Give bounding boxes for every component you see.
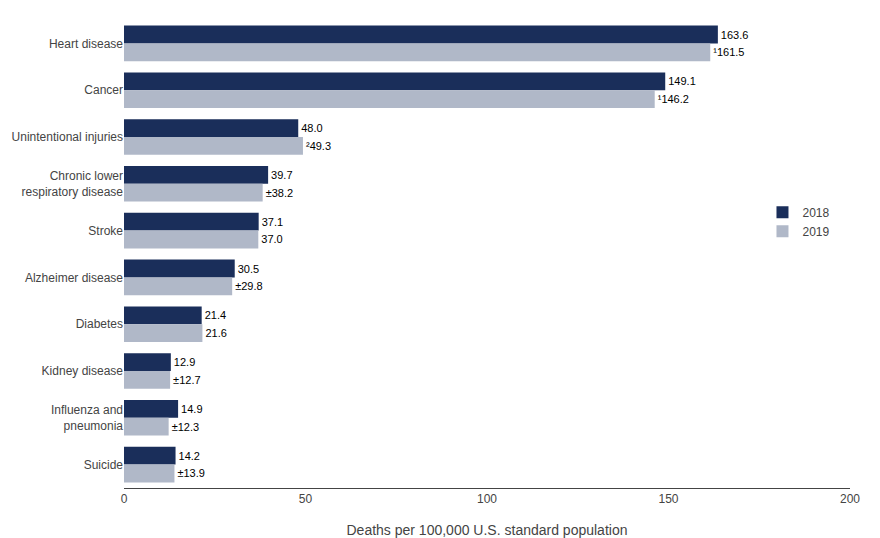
svg-text:Unintentional injuries: Unintentional injuries: [12, 130, 123, 144]
svg-text:12.9: 12.9: [174, 356, 195, 368]
svg-text:±13.9: ±13.9: [177, 467, 204, 479]
svg-text:Influenza andpneumonia: Influenza andpneumonia: [51, 403, 123, 433]
svg-text:200: 200: [840, 492, 860, 506]
svg-text:150: 150: [658, 492, 678, 506]
svg-text:±29.8: ±29.8: [235, 280, 262, 292]
svg-text:Stroke: Stroke: [88, 224, 123, 238]
svg-text:±12.3: ±12.3: [172, 421, 199, 433]
svg-text:Cancer: Cancer: [84, 83, 123, 97]
svg-text:21.4: 21.4: [205, 309, 226, 321]
svg-text:37.0: 37.0: [261, 233, 282, 245]
svg-text:2018: 2018: [802, 206, 829, 220]
svg-text:Alzheimer disease: Alzheimer disease: [25, 271, 123, 285]
svg-text:Diabetes: Diabetes: [76, 317, 123, 331]
svg-text:37.1: 37.1: [262, 216, 283, 228]
svg-text:39.7: 39.7: [271, 169, 292, 181]
svg-text:±12.7: ±12.7: [173, 374, 200, 386]
svg-text:¹161.5: ¹161.5: [713, 46, 744, 58]
svg-text:50: 50: [299, 492, 313, 506]
svg-text:48.0: 48.0: [301, 122, 322, 134]
svg-text:Kidney disease: Kidney disease: [42, 364, 124, 378]
svg-text:149.1: 149.1: [668, 75, 696, 87]
svg-text:100: 100: [477, 492, 497, 506]
svg-text:30.5: 30.5: [238, 263, 259, 275]
svg-text:2019: 2019: [802, 225, 829, 239]
svg-text:14.2: 14.2: [179, 450, 200, 462]
svg-text:Heart disease: Heart disease: [49, 37, 123, 51]
svg-text:±38.2: ±38.2: [266, 187, 293, 199]
svg-text:21.6: 21.6: [205, 327, 226, 339]
svg-text:0: 0: [121, 492, 128, 506]
svg-text:Deaths per 100,000 U.S. standa: Deaths per 100,000 U.S. standard populat…: [347, 522, 628, 538]
svg-text:14.9: 14.9: [181, 403, 202, 415]
svg-text:²49.3: ²49.3: [306, 140, 331, 152]
svg-text:Suicide: Suicide: [84, 458, 124, 472]
svg-text:¹146.2: ¹146.2: [658, 93, 689, 105]
svg-text:Chronic lowerrespiratory disea: Chronic lowerrespiratory disease: [22, 169, 124, 199]
svg-text:163.6: 163.6: [721, 29, 749, 41]
